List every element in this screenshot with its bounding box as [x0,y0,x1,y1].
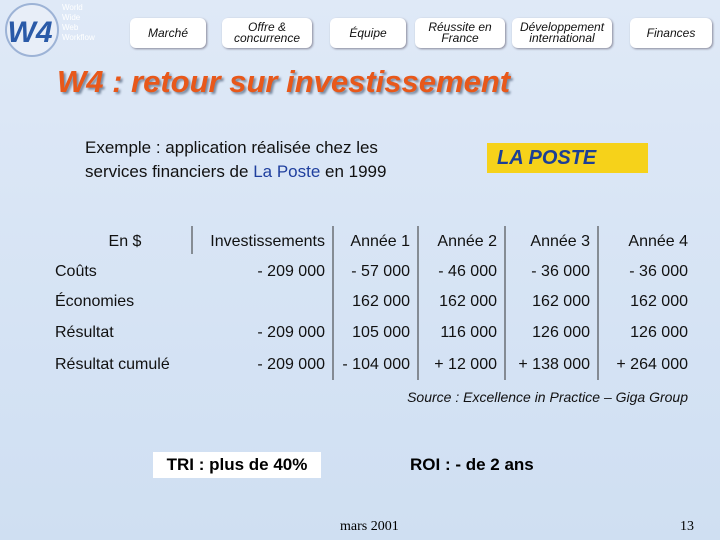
cell: - 46 000 [438,263,497,280]
row-label: Économies [55,291,134,310]
nav-tab[interactable]: Réussite en France [415,18,505,48]
intro: Exemple : application réalisée chez les … [85,136,386,184]
tri: TRI : plus de 40% [153,452,321,478]
logo-mark: W4 [8,16,53,49]
partner-logo: LA POSTE [487,143,648,173]
cell: - 36 000 [531,263,590,280]
cell: + 138 000 [518,356,590,373]
logo: W4 World Wide Web Workflow [5,3,95,57]
cell: 105 000 [352,324,410,341]
text: services financiers de [85,162,254,181]
intro-line: Exemple : application réalisée chez les [85,138,378,157]
cell: 162 000 [352,293,410,310]
header-cell: Année 1 [350,233,410,250]
cell: - 209 000 [257,263,325,280]
cell: 162 000 [439,293,497,310]
slide-title: W4 : retour sur investissement [57,64,511,99]
cell: - 104 000 [342,356,410,373]
cell: 162 000 [630,293,688,310]
cell: - 209 000 [257,324,325,341]
nav-tab[interactable]: Offre & concurrence [222,18,312,48]
nav-tab[interactable]: Développement international [512,18,612,48]
header-cell: Année 3 [530,233,590,250]
roi: ROI : - de 2 ans [410,455,534,474]
logo-line: Workflow [62,33,95,42]
cell: 162 000 [532,293,590,310]
logo-line: Wide [62,13,81,22]
page-number: 13 [680,519,694,534]
cell: + 12 000 [434,356,497,373]
cell: - 209 000 [257,356,325,373]
footer-date: mars 2001 [340,519,399,534]
cell: + 264 000 [616,356,688,373]
cell: 126 000 [630,324,688,341]
logo-line: Web [62,23,79,32]
row-label: Coûts [55,263,97,280]
row-label: Résultat cumulé [55,356,170,373]
intro-line: services financiers de La Poste en 1999 [85,160,386,184]
header-cell: En $ [109,233,142,250]
header-cell: Année 2 [437,233,497,250]
cell: - 57 000 [351,263,410,280]
header-cell: Investissements [210,233,325,250]
highlight: La Poste [253,162,321,181]
header-cell: Année 4 [628,233,688,250]
text: en 1999 [320,162,387,181]
nav-tab[interactable]: Équipe [330,18,406,48]
row-label: Résultat [55,324,114,341]
cell: 126 000 [532,324,590,341]
logo-line: World [62,3,83,12]
nav-tab[interactable]: Marché [130,18,206,48]
results-table: En $ Investissements Année 1 Année 2 Année 3… [55,226,688,380]
cell: 116 000 [440,324,497,341]
source: Source : Excellence in Practice – Giga G… [407,389,688,405]
cell: - 36 000 [629,263,688,280]
nav-tab[interactable]: Finances [630,18,712,48]
